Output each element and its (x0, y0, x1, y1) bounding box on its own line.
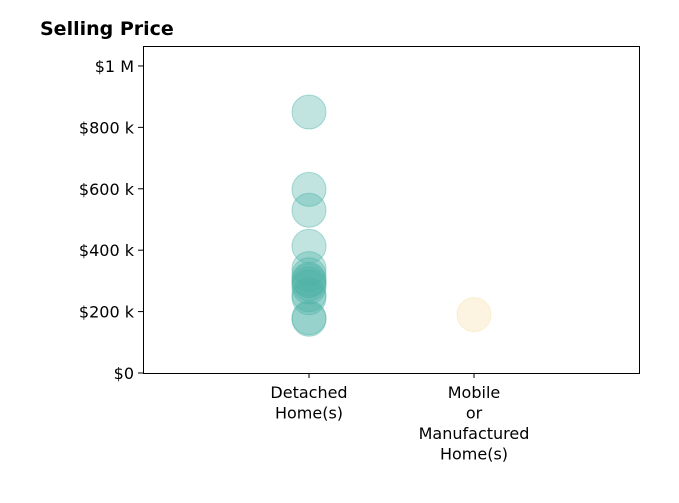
data-point (291, 257, 327, 293)
data-point (291, 269, 327, 305)
data-point (291, 300, 327, 336)
data-point (291, 280, 327, 316)
y-axis: $0 $200 k $400 k $600 k $800 k $1 M (79, 57, 143, 383)
y-tick-label: $400 k (79, 241, 135, 260)
data-point (291, 301, 327, 337)
y-tick-label: $1 M (95, 57, 134, 76)
data-point (456, 297, 492, 333)
data-point (291, 263, 327, 299)
y-tick-label: $0 (114, 364, 134, 383)
data-point (291, 277, 327, 313)
x-tick-label-line: or (466, 404, 483, 423)
x-tick-label: Detached Home(s) (270, 383, 347, 423)
data-point (291, 171, 327, 207)
data-points (291, 94, 492, 337)
data-point (291, 228, 327, 264)
x-tick-label-line: Home(s) (440, 445, 508, 464)
plot-frame (143, 46, 640, 374)
y-tick-label: $600 k (79, 180, 135, 199)
x-tick-label-line: Detached (270, 383, 347, 402)
y-tick-label: $800 k (79, 118, 135, 137)
x-tick-label-line: Mobile (448, 383, 500, 402)
data-point (291, 266, 327, 302)
y-tick-label: $200 k (79, 303, 135, 322)
x-tick-label-line: Manufactured (419, 424, 530, 443)
x-tick-label: Mobile or Manufactured Home(s) (419, 383, 530, 464)
x-tick-label-line: Home(s) (275, 404, 343, 423)
data-point (291, 192, 327, 228)
data-point (291, 261, 327, 297)
data-point (291, 94, 327, 130)
data-point (291, 251, 327, 287)
x-axis: Detached Home(s) Mobile or Manufactured Home(… (270, 373, 529, 464)
chart-title: Selling Price (40, 18, 174, 40)
